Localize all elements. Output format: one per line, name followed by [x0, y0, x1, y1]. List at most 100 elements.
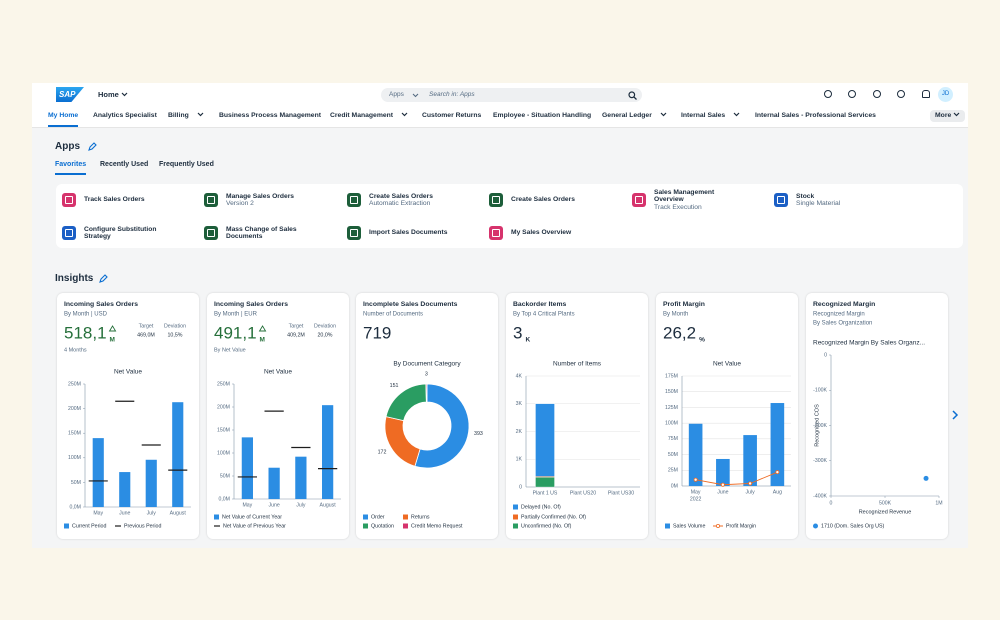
home-label: Home [98, 90, 119, 99]
donut-segment [385, 416, 421, 467]
icon-button[interactable] [848, 90, 856, 98]
nav-item[interactable]: Employee - Situation Handling [493, 112, 591, 119]
home-menu[interactable]: Home [98, 90, 128, 99]
edit-icon[interactable] [99, 274, 108, 283]
y-tick-label: 200M [217, 404, 230, 410]
deviation-value: 10,5% [167, 332, 182, 338]
x-tick-label: May [242, 502, 252, 508]
notifications-button[interactable] [922, 90, 930, 98]
insight-card[interactable]: Profit Margin By Month 26,2% Net Value Sales… [655, 293, 798, 539]
chevron [953, 112, 960, 117]
tab[interactable]: Favorites [55, 161, 87, 175]
y-axis-label: Recognized COS [814, 404, 820, 447]
nav-item[interactable]: Internal Sales - Professional Services [755, 112, 876, 119]
search-field[interactable]: Apps Search in: Apps [381, 88, 642, 102]
insight-card[interactable]: Incomplete Sales Documents Number of Docu… [356, 293, 499, 539]
app-tile[interactable]: Create Sales Orders [489, 192, 625, 208]
tile-icon [489, 226, 503, 240]
x-tick-label: Plant US30 [608, 490, 634, 496]
nav-label: General Ledger [602, 112, 652, 119]
nav-item[interactable]: Business Process Management [219, 112, 321, 119]
icon-button[interactable] [873, 90, 881, 98]
kpi-note: 4 Months [64, 347, 87, 353]
bar [241, 437, 253, 499]
app-tile[interactable]: Manage Sales Orders Version 2 [204, 192, 340, 208]
x-tick-label: Plant US20 [570, 490, 596, 496]
nav-item[interactable]: Analytics Specialist [93, 112, 157, 119]
card-svg: Recognized Margin Recognized Margin By Sal… [812, 301, 942, 529]
edit-icon[interactable] [88, 142, 97, 151]
y-tick-label: 150M [68, 431, 81, 437]
app-tile[interactable]: Configure Substitution Strategy [62, 225, 198, 241]
chevron [401, 112, 408, 117]
app-tile[interactable]: My Sales Overview [489, 225, 625, 241]
tile-text: Configure Substitution Strategy [84, 226, 174, 241]
legend-label: Returns [411, 514, 430, 520]
legend-symbol [363, 523, 369, 529]
chevron-path [733, 112, 740, 117]
y-tick-label: 175M [665, 373, 678, 379]
card-title: Recognized Margin [813, 301, 875, 308]
tile-icon [774, 193, 788, 207]
more-button[interactable]: More [930, 110, 966, 122]
kpi-value: 719 [363, 323, 391, 342]
tile-glyph [777, 196, 785, 204]
tile-glyph [65, 229, 73, 237]
card-svg: Incoming Sales Orders By Month | USD 518,1… [64, 301, 191, 529]
avatar[interactable]: JD [938, 87, 953, 102]
nav-item[interactable]: Customer Returns [422, 112, 481, 119]
search-icon[interactable] [628, 91, 637, 100]
tile-icon [62, 193, 76, 207]
chart-title: By Document Category [394, 361, 462, 368]
kpi-unit: M [110, 337, 115, 344]
tab[interactable]: Recently Used [100, 161, 149, 168]
insight-card[interactable]: Recognized Margin Recognized Margin By Sal… [805, 293, 948, 539]
tile-icon [347, 193, 361, 207]
nav-item[interactable]: My Home [48, 112, 79, 127]
y-tick-label: 50M [220, 473, 230, 479]
legend-symbol [363, 514, 369, 520]
card-title: Profit Margin [663, 301, 705, 308]
x-tick-label: August [319, 502, 336, 508]
insight-card[interactable]: Incoming Sales Orders By Month | EUR 491,1… [206, 293, 349, 539]
card-svg: Incoming Sales Orders By Month | EUR 491,1… [213, 301, 341, 529]
logo[interactable]: SAP [56, 87, 84, 102]
card-subtitle: By Top 4 Critical Plants [513, 312, 575, 318]
nav-item[interactable]: Credit Management [330, 112, 408, 119]
x-tick-label: July [147, 510, 157, 516]
tile-text: Manage Sales Orders Version 2 [226, 193, 316, 208]
trend-indicator [258, 325, 267, 332]
tile-subtitle: Version 2 [226, 200, 254, 207]
app-tile[interactable]: Track Sales Orders [62, 192, 198, 208]
app-tile[interactable]: Stock Single Material [774, 192, 910, 208]
app-tile[interactable]: Mass Change of Sales Documents [204, 225, 340, 241]
legend-label: Order [371, 514, 385, 520]
legend-label: Profit Margin [726, 523, 756, 529]
legend-symbol [403, 523, 409, 529]
nav-label: Billing [168, 112, 189, 119]
insights-title: Insights [55, 273, 94, 284]
nav-item[interactable]: General Ledger [602, 112, 667, 119]
next-arrow[interactable] [951, 410, 959, 420]
y-tick-label: 1K [516, 457, 523, 463]
help-button[interactable] [897, 90, 905, 98]
y-tick-label: 125M [665, 405, 678, 411]
nav-item[interactable]: Internal Sales [681, 112, 740, 119]
app-tile[interactable]: Import Sales Documents [347, 225, 483, 241]
tile-text: Sales Management Overview Track Execution [654, 189, 744, 212]
card-svg: Backorder Items By Top 4 Critical Plants 3… [513, 301, 641, 529]
tab[interactable]: Frequently Used [159, 161, 214, 168]
search-scope[interactable]: Apps [389, 91, 404, 98]
app-tile[interactable]: Create Sales Orders Automatic Extraction [347, 192, 483, 208]
legend-label: Net Value of Previous Year [223, 523, 286, 529]
icon-button[interactable] [824, 90, 832, 98]
insight-card[interactable]: Incoming Sales Orders By Month | USD 518,1… [57, 293, 199, 539]
nav-label: Employee - Situation Handling [493, 112, 592, 119]
tile-title: Stock [796, 192, 815, 200]
line-point [720, 482, 725, 487]
y-tick-label: -400K [813, 493, 827, 499]
insight-card[interactable]: Backorder Items By Top 4 Critical Plants 3… [506, 293, 649, 539]
nav-item[interactable]: Billing [168, 112, 204, 119]
app-tile[interactable]: Sales Management Overview Track Execution [632, 189, 768, 211]
legend-label: Net Value of Current Year [222, 514, 282, 520]
